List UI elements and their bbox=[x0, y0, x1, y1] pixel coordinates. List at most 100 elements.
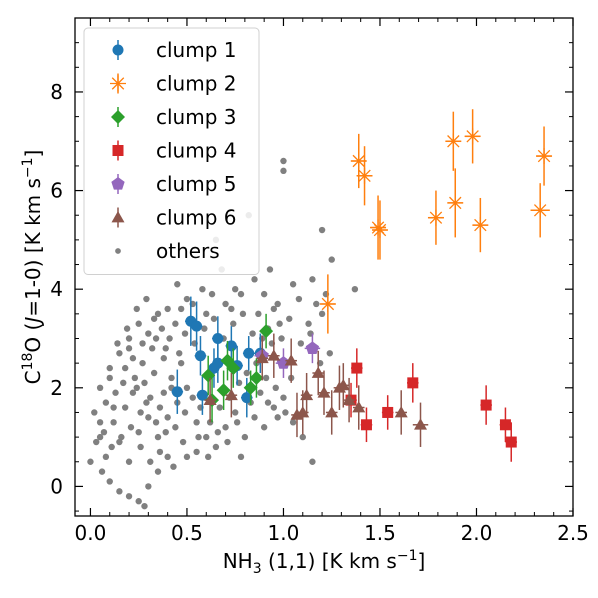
y-tick-label: 4 bbox=[50, 277, 63, 301]
clump-3-point bbox=[259, 324, 274, 339]
others-point bbox=[224, 438, 231, 446]
clump-6-point bbox=[336, 378, 350, 391]
others-point bbox=[164, 414, 171, 421]
others-point bbox=[162, 345, 169, 352]
others-point bbox=[181, 409, 189, 416]
clump-1-point bbox=[225, 340, 237, 352]
others-point bbox=[116, 350, 123, 357]
others-point bbox=[260, 290, 268, 298]
clump-2-point bbox=[532, 202, 549, 219]
others-point bbox=[232, 285, 239, 293]
legend-label-clump-3: clump 3 bbox=[156, 105, 237, 129]
others-point bbox=[204, 453, 212, 461]
others-point bbox=[116, 438, 123, 446]
others-point bbox=[152, 335, 160, 342]
others-point bbox=[237, 453, 245, 461]
others-point bbox=[120, 379, 127, 387]
others-point bbox=[195, 433, 202, 441]
others-point bbox=[203, 433, 210, 441]
others-point bbox=[230, 320, 237, 327]
clump-3-point bbox=[249, 370, 264, 385]
clump-6-point bbox=[414, 418, 428, 430]
others-point bbox=[125, 493, 133, 500]
others-point bbox=[305, 320, 312, 327]
others-point bbox=[183, 295, 191, 303]
others-point bbox=[108, 443, 115, 451]
legend-label-clump-4: clump 4 bbox=[156, 139, 237, 163]
x-tick-label: 0.5 bbox=[171, 521, 203, 545]
others-point bbox=[125, 335, 133, 342]
others-point bbox=[160, 389, 167, 396]
others-point bbox=[154, 433, 162, 441]
clump-6-point bbox=[394, 405, 408, 418]
others-point bbox=[351, 285, 359, 293]
others-point bbox=[286, 315, 293, 322]
others-point bbox=[328, 256, 335, 263]
plot-content bbox=[87, 109, 553, 510]
others-point bbox=[295, 295, 303, 303]
others-point bbox=[181, 330, 189, 337]
others-point bbox=[249, 330, 256, 337]
clump-2-point bbox=[536, 148, 553, 165]
others-point bbox=[297, 340, 305, 347]
others-point bbox=[106, 374, 113, 382]
legend-box bbox=[83, 27, 260, 275]
legend-label-clump-2: clump 2 bbox=[156, 72, 237, 96]
others-point bbox=[133, 305, 140, 313]
others-point bbox=[179, 438, 187, 446]
y-tick-label: 6 bbox=[50, 179, 63, 203]
others-point bbox=[147, 458, 154, 465]
others-point bbox=[183, 384, 191, 392]
y-tick-label: 0 bbox=[50, 474, 63, 498]
others-point bbox=[135, 498, 142, 505]
others-point bbox=[278, 335, 285, 342]
others-point bbox=[135, 320, 142, 327]
others-point bbox=[118, 433, 125, 441]
clump-1-point bbox=[196, 389, 208, 401]
others-point bbox=[272, 384, 279, 392]
others-point bbox=[139, 359, 146, 367]
x-tick-label: 1.5 bbox=[364, 521, 396, 545]
others-point bbox=[93, 438, 100, 446]
clump-6-point bbox=[224, 388, 238, 401]
others-point bbox=[141, 379, 148, 387]
others-point bbox=[216, 404, 223, 411]
others-point bbox=[164, 453, 171, 461]
others-point bbox=[133, 384, 140, 392]
others-point bbox=[270, 404, 278, 411]
others-point bbox=[237, 290, 245, 298]
clump-6-point bbox=[352, 401, 366, 413]
others-point bbox=[129, 355, 137, 362]
others-point bbox=[137, 443, 144, 451]
others-point bbox=[112, 389, 119, 396]
legend-marker-clump-2 bbox=[110, 75, 126, 92]
clump-2-point bbox=[427, 209, 444, 226]
legend-marker-others bbox=[115, 248, 121, 254]
others-point bbox=[160, 355, 167, 362]
series-clump-2 bbox=[319, 109, 553, 334]
legend-marker-clump-1 bbox=[112, 44, 124, 56]
others-point bbox=[326, 350, 333, 357]
others-point bbox=[166, 335, 173, 342]
others-point bbox=[232, 409, 239, 416]
clump-1-point bbox=[212, 357, 224, 369]
others-point bbox=[156, 404, 164, 411]
legend: clump 1 clump 2 clump 3 clump 4 clump 5 clump… bbox=[83, 27, 260, 275]
others-point bbox=[98, 468, 106, 475]
others-point bbox=[193, 419, 200, 426]
others-point bbox=[201, 325, 208, 332]
others-point bbox=[154, 468, 162, 475]
others-point bbox=[199, 285, 206, 293]
axis-ticks: 0.0 0.5 1.0 1.5 2.0 2.5 0 2 4 6 8 bbox=[50, 18, 589, 545]
others-point bbox=[255, 310, 262, 318]
clump-4-point bbox=[382, 406, 394, 418]
x-axis-label: NH3 (1,1) [K km s−1] bbox=[223, 548, 426, 577]
clump-2-point bbox=[472, 217, 489, 234]
others-point bbox=[289, 419, 297, 426]
others-point bbox=[143, 399, 150, 406]
others-point bbox=[193, 448, 200, 456]
others-point bbox=[129, 389, 137, 396]
legend-marker-clump-4 bbox=[112, 145, 124, 156]
x-tick-label: 2.0 bbox=[461, 521, 493, 545]
clump-4-point bbox=[360, 419, 372, 431]
